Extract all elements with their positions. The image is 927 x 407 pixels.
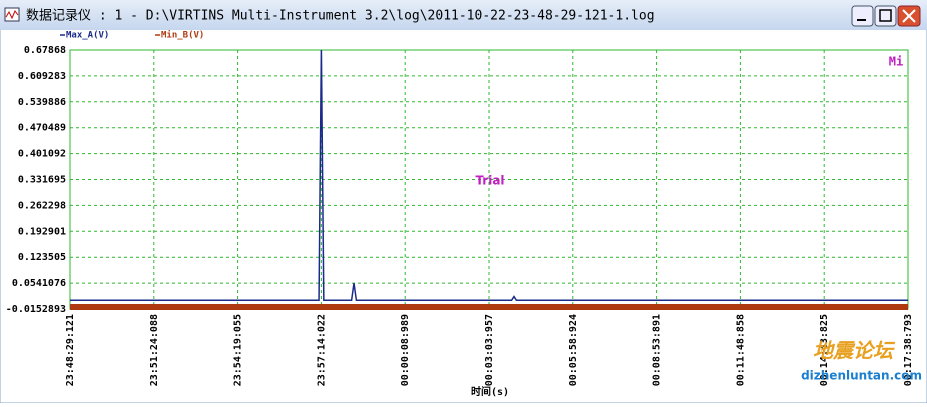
x-tick-label: 23:51:24:088	[149, 314, 160, 386]
y-tick-label: 0.123505	[18, 252, 66, 263]
legend-label: Min_B(V)	[161, 30, 204, 41]
x-tick-label: 00:03:03:957	[484, 314, 495, 386]
x-tick-label: 00:11:48:858	[735, 314, 746, 386]
x-tick-label: 23:57:14:022	[316, 314, 327, 386]
maximize-glyph	[879, 9, 892, 22]
x-axis-title: 时间(s)	[471, 385, 509, 398]
maximize-button[interactable]	[874, 5, 897, 27]
series-line	[70, 49, 908, 302]
app-icon-glyph	[5, 10, 19, 20]
y-tick-label: 0.0541076	[12, 278, 66, 289]
y-tick-label: -0.0152893	[6, 304, 66, 315]
watermark-url: dizhenluntan.com	[801, 369, 922, 383]
x-tick-label: 00:00:08:989	[400, 314, 411, 386]
x-tick-label: 00:17:38:793	[903, 314, 914, 386]
minimize-button[interactable]	[851, 5, 874, 27]
maximize-button-box[interactable]	[874, 5, 897, 27]
mi-label: Mi	[889, 55, 903, 69]
y-tick-label: 0.67868	[24, 45, 66, 56]
watermark-cn: 地震论坛	[813, 339, 896, 363]
y-tick-label: 0.401092	[18, 149, 66, 160]
trial-label: Trial	[475, 174, 504, 188]
x-tick-label: 23:48:29:121	[65, 314, 76, 386]
legend-label: Max_A(V)	[66, 31, 109, 41]
y-tick-label: 0.331695	[18, 175, 66, 186]
y-tick-label: 0.609283	[18, 71, 66, 82]
y-tick-label: 0.262298	[18, 200, 66, 211]
x-tick-label: 00:14:43:825	[819, 314, 830, 386]
x-tick-label: 00:08:53:891	[652, 314, 663, 386]
y-tick-label: 0.470489	[18, 123, 66, 134]
x-tick-label: 00:05:58:924	[568, 314, 579, 386]
title-bar	[0, 0, 927, 30]
close-glyph	[902, 9, 916, 23]
minimize-button-box[interactable]	[851, 5, 874, 27]
y-tick-label: 0.539886	[18, 97, 66, 108]
y-tick-label: 0.192901	[18, 226, 66, 237]
x-tick-label: 23:54:19:055	[233, 314, 244, 386]
close-button[interactable]	[897, 5, 921, 27]
window-title: 数据记录仪 : 1 - D:\VIRTINS Multi-Instrument …	[26, 9, 655, 24]
